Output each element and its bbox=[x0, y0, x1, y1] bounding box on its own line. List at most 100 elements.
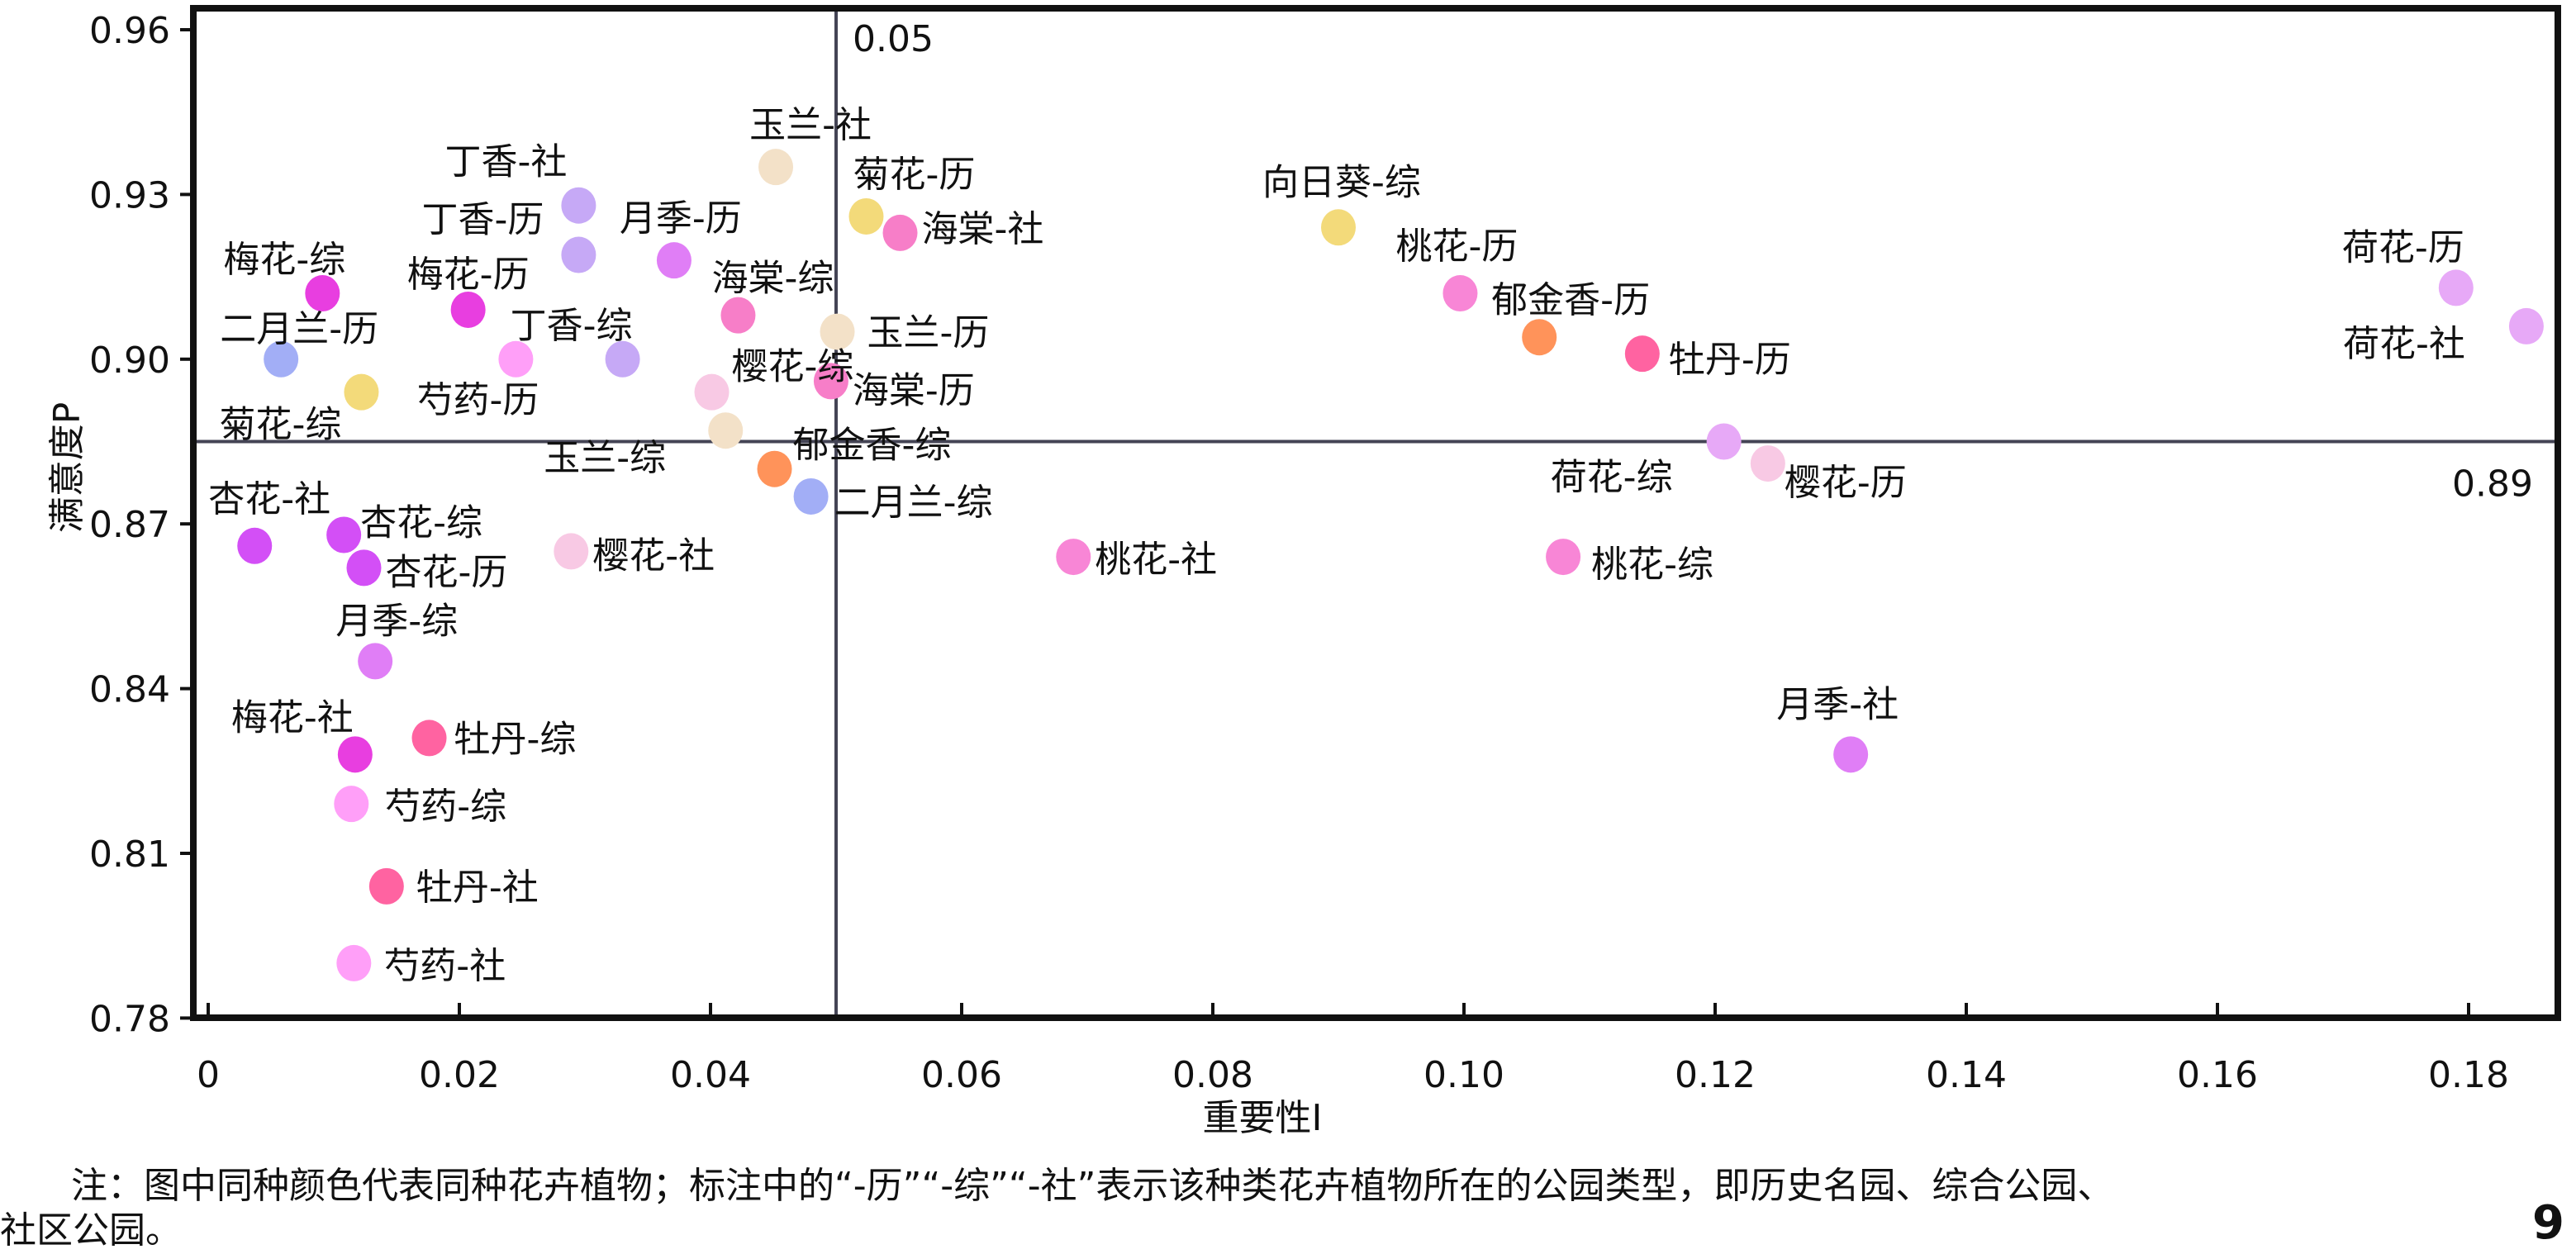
y-tick-label: 0.87 bbox=[89, 504, 170, 546]
data-point bbox=[411, 720, 447, 757]
data-point bbox=[848, 197, 884, 235]
data-point bbox=[337, 736, 373, 773]
data-point bbox=[336, 944, 372, 981]
data-point-label: 月季-历 bbox=[620, 197, 742, 240]
data-point bbox=[1546, 539, 1581, 576]
data-point bbox=[882, 214, 918, 251]
data-point bbox=[368, 867, 404, 905]
data-point-label: 牡丹-社 bbox=[416, 867, 539, 909]
data-point-label: 芍药-社 bbox=[383, 945, 506, 987]
data-point-label: 海棠-综 bbox=[711, 258, 834, 300]
data-point-label: 牡丹-综 bbox=[454, 718, 577, 760]
data-point-label: 樱花-历 bbox=[1785, 462, 1907, 504]
vertical-reference-label: 0.05 bbox=[853, 18, 934, 60]
data-point-label: 桃花-综 bbox=[1591, 544, 1713, 586]
plot-frame bbox=[190, 5, 2561, 1021]
data-point bbox=[561, 236, 596, 273]
data-point bbox=[450, 291, 486, 328]
data-point bbox=[605, 340, 640, 378]
data-point-label: 荷花-综 bbox=[1551, 457, 1673, 499]
data-point-label: 月季-综 bbox=[335, 600, 458, 642]
footnote-line-1: 注：图中同种颜色代表同种花卉植物；标注中的“-历”“-综”“-社”表示该种类花卉… bbox=[71, 1165, 2114, 1207]
data-point-label: 梅花-社 bbox=[231, 696, 354, 739]
y-tick-label: 0.81 bbox=[89, 834, 170, 876]
data-point-label: 玉兰-综 bbox=[544, 437, 666, 479]
data-point-label: 菊花-历 bbox=[853, 154, 975, 196]
data-point-label: 二月兰-历 bbox=[220, 308, 378, 350]
data-point bbox=[758, 149, 794, 186]
data-point-label: 桃花-社 bbox=[1095, 539, 1217, 581]
data-point bbox=[813, 363, 848, 400]
y-tick-label: 0.93 bbox=[89, 174, 170, 216]
x-axis-label: 重要性I bbox=[1203, 1097, 1323, 1139]
data-point bbox=[1056, 539, 1091, 576]
data-point bbox=[1321, 209, 1356, 246]
y-axis-label: 满意度P bbox=[46, 402, 88, 534]
data-point-label: 樱花-综 bbox=[732, 346, 854, 388]
data-point-label: 杏花-历 bbox=[385, 551, 507, 593]
data-point bbox=[757, 450, 792, 487]
data-point-label: 郁金香-历 bbox=[1491, 279, 1650, 321]
data-point bbox=[264, 340, 299, 378]
x-tick-label: 0.08 bbox=[1172, 1054, 1253, 1096]
data-point-label: 丁香-历 bbox=[421, 199, 544, 241]
data-point bbox=[1833, 736, 1869, 773]
data-point-label: 郁金香-综 bbox=[793, 425, 952, 467]
data-point-label: 荷花-历 bbox=[2342, 226, 2464, 268]
data-point-label: 杏花-综 bbox=[360, 501, 482, 544]
data-point bbox=[820, 313, 855, 350]
data-point-label: 芍药-历 bbox=[416, 379, 539, 421]
y-tick-label: 0.96 bbox=[89, 10, 170, 52]
y-tick-label: 0.78 bbox=[89, 998, 170, 1040]
data-point-label: 杏花-社 bbox=[208, 478, 330, 520]
data-point-label: 樱花-社 bbox=[592, 534, 715, 577]
data-point bbox=[1522, 319, 1557, 356]
x-tick-label: 0.04 bbox=[670, 1054, 751, 1096]
data-point-label: 玉兰-历 bbox=[867, 312, 990, 354]
data-point-label: 月季-社 bbox=[1776, 683, 1899, 725]
x-tick-label: 0.12 bbox=[1675, 1054, 1756, 1096]
x-tick-label: 0.02 bbox=[419, 1054, 500, 1096]
data-point-label: 梅花-历 bbox=[407, 254, 530, 296]
data-point bbox=[720, 297, 756, 334]
horizontal-reference-label: 0.89 bbox=[2452, 463, 2533, 506]
y-tick-label: 0.90 bbox=[89, 340, 170, 382]
data-point bbox=[1624, 335, 1660, 373]
x-tick-label: 0.16 bbox=[2177, 1054, 2258, 1096]
data-point bbox=[2508, 307, 2544, 344]
x-tick-label: 0 bbox=[197, 1054, 220, 1096]
data-point-label: 玉兰-社 bbox=[749, 104, 872, 146]
data-point-label: 海棠-社 bbox=[922, 208, 1044, 250]
data-point bbox=[334, 786, 369, 823]
data-point bbox=[237, 527, 273, 564]
data-point bbox=[793, 477, 829, 515]
data-point bbox=[498, 340, 534, 378]
data-point-label: 荷花-社 bbox=[2343, 323, 2465, 365]
data-point bbox=[358, 643, 393, 680]
data-point bbox=[554, 533, 589, 570]
data-point bbox=[561, 187, 596, 224]
data-point-label: 牡丹-历 bbox=[1669, 339, 1791, 381]
x-tick-label: 0.14 bbox=[1926, 1054, 2007, 1096]
data-point bbox=[326, 516, 362, 553]
data-point bbox=[1706, 423, 1742, 460]
x-tick-label: 0.18 bbox=[2428, 1054, 2509, 1096]
data-point-label: 菊花-综 bbox=[219, 404, 341, 446]
data-point bbox=[305, 275, 340, 312]
page-number: 9 bbox=[2532, 1196, 2564, 1250]
data-point bbox=[708, 412, 744, 449]
x-tick-label: 0.10 bbox=[1423, 1054, 1504, 1096]
data-point bbox=[656, 242, 692, 279]
data-point-label: 桃花-历 bbox=[1395, 226, 1518, 268]
data-point-label: 梅花-综 bbox=[223, 239, 345, 281]
y-tick-label: 0.84 bbox=[89, 669, 170, 711]
data-point-label: 二月兰-综 bbox=[834, 482, 993, 524]
data-point-label: 丁香-社 bbox=[444, 141, 567, 183]
data-point bbox=[1442, 275, 1478, 312]
data-point-label: 丁香-综 bbox=[511, 305, 633, 347]
data-point bbox=[1750, 445, 1785, 482]
data-point-label: 芍药-综 bbox=[384, 786, 506, 828]
footnote-line-2: 社区公园。 bbox=[0, 1209, 182, 1252]
data-point bbox=[694, 373, 730, 411]
